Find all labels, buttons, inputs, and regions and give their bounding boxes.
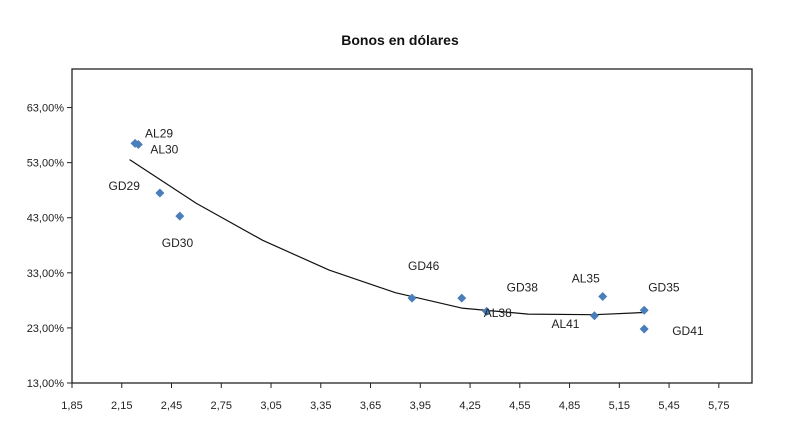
x-tick-label: 1,85: [61, 400, 82, 412]
x-tick-label: 4,85: [559, 400, 580, 412]
x-tick-label: 5,75: [708, 400, 729, 412]
data-point-al41: [589, 311, 599, 321]
chart-title: Bonos en dólares: [341, 32, 459, 48]
x-tick-label: 3,35: [310, 400, 331, 412]
x-tick-label: 4,25: [459, 400, 480, 412]
data-label-gd30: GD30: [162, 236, 194, 250]
data-label-al30: AL30: [150, 142, 178, 156]
data-label-gd38: GD38: [507, 280, 539, 294]
y-tick-label: 23,00%: [27, 323, 65, 335]
data-point-gd46: [407, 293, 417, 303]
data-point-al38: [457, 293, 467, 303]
y-tick-label: 63,00%: [27, 103, 65, 115]
data-point-al35: [598, 292, 608, 302]
data-point-gd38: [482, 306, 492, 316]
data-label-al29: AL29: [145, 126, 173, 140]
data-label-al35: AL35: [572, 272, 600, 286]
data-label-gd41: GD41: [672, 324, 704, 338]
y-tick-label: 43,00%: [27, 213, 65, 225]
plot-area-frame: [71, 68, 753, 384]
trend-line: [129, 159, 645, 316]
data-point-gd41: [639, 324, 649, 334]
data-point-gd35: [639, 305, 649, 315]
y-tick-label: 33,00%: [27, 268, 65, 280]
x-tick-label: 3,95: [410, 400, 431, 412]
data-label-al38: AL38: [484, 306, 512, 320]
x-tick-label: 5,45: [658, 400, 679, 412]
x-tick-label: 2,15: [111, 400, 132, 412]
data-label-gd29: GD29: [109, 179, 141, 193]
x-tick-label: 2,45: [161, 400, 182, 412]
x-tick-label: 3,05: [260, 400, 281, 412]
x-tick-label: 4,55: [509, 400, 530, 412]
data-label-gd35: GD35: [648, 280, 680, 294]
data-point-gd30: [175, 211, 185, 221]
x-tick-label: 3,65: [360, 400, 381, 412]
y-tick-label: 13,00%: [27, 378, 65, 390]
data-label-gd46: GD46: [408, 259, 440, 273]
data-point-gd29: [155, 188, 165, 198]
data-point-al30: [133, 139, 143, 149]
x-tick-label: 2,75: [211, 400, 232, 412]
data-label-al41: AL41: [551, 317, 579, 331]
x-tick-label: 5,15: [609, 400, 630, 412]
y-tick-label: 53,00%: [27, 158, 65, 170]
